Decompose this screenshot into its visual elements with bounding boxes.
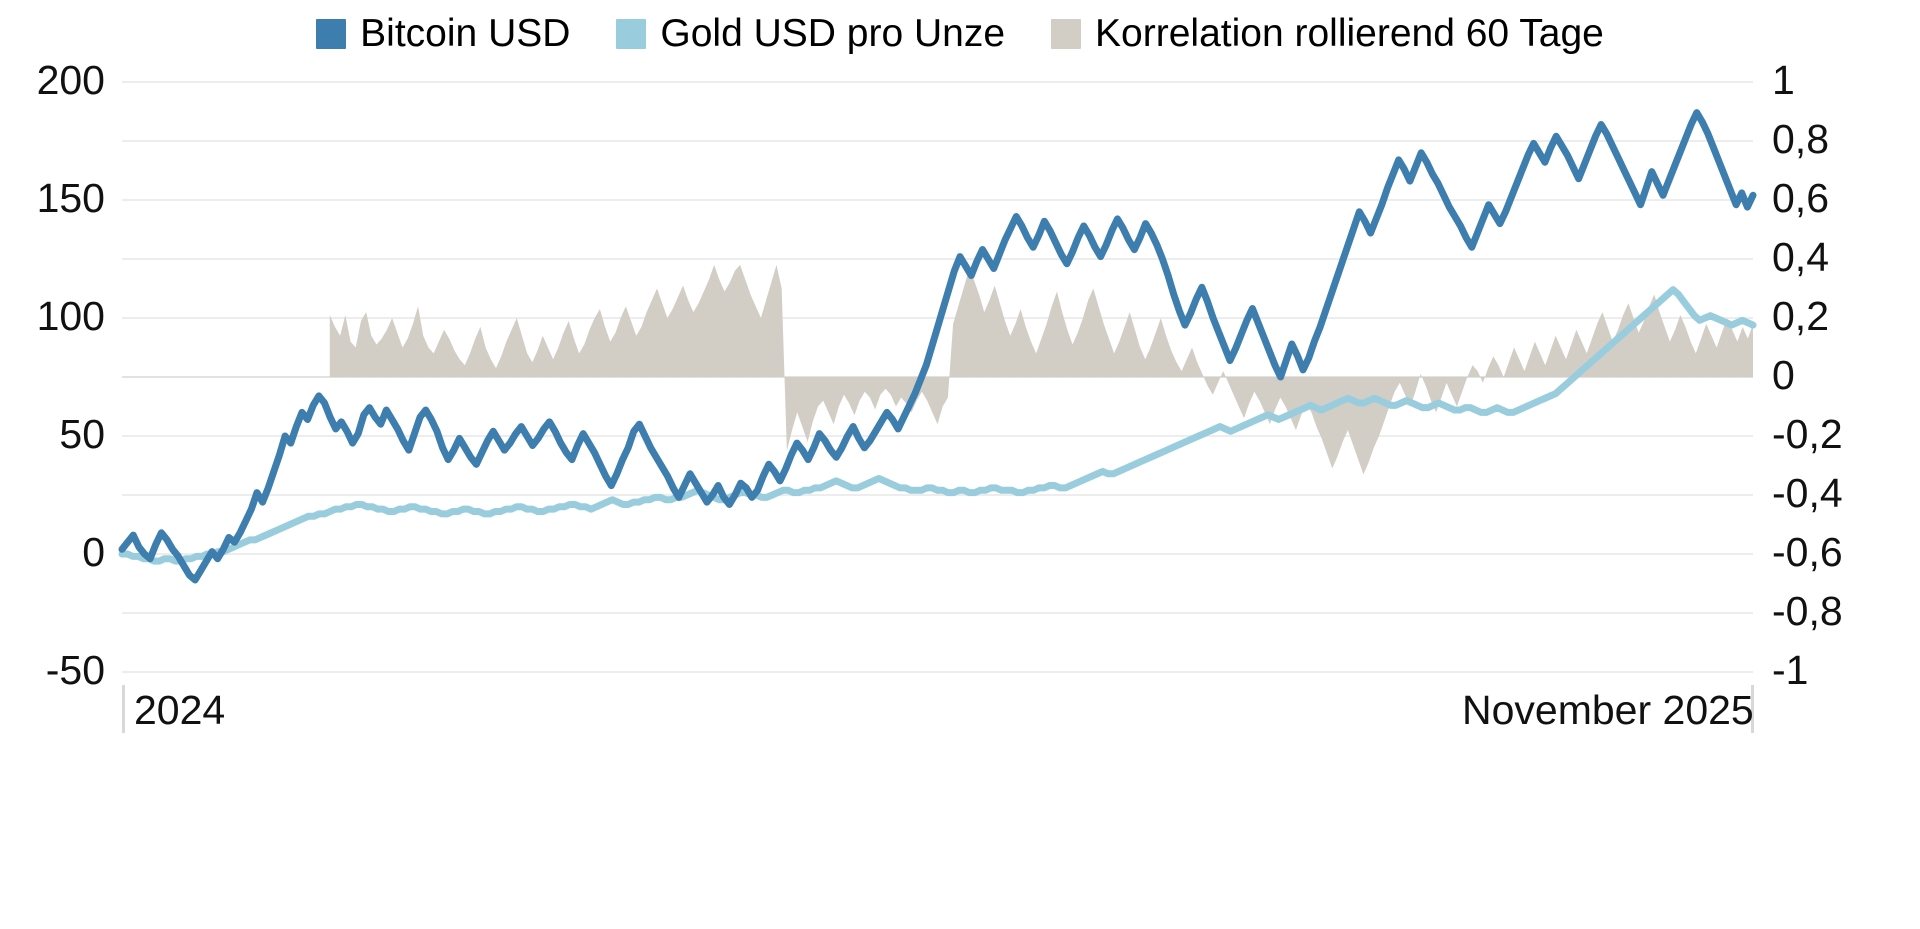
y-axis-right-tick: -0,4 <box>1772 470 1843 516</box>
x-axis-label-start: 2024 <box>134 687 226 733</box>
y-axis-right-tick: 0,4 <box>1772 234 1829 280</box>
y-axis-right-tick: -0,8 <box>1772 588 1843 634</box>
y-axis-left-tick: 150 <box>36 175 105 221</box>
series-line-gold <box>118 286 1757 565</box>
y-axis-left-tick: 0 <box>82 529 105 575</box>
legend-swatch-correlation <box>1051 18 1082 49</box>
x-axis-tick-end <box>1751 685 1754 733</box>
legend-label-gold: Gold USD pro Unze <box>660 12 1006 55</box>
x-axis-tick-start <box>122 685 125 733</box>
y-axis-left-tick: 100 <box>36 293 105 339</box>
y-axis-left-tick: 200 <box>36 57 105 103</box>
y-axis-left-tick: 50 <box>59 411 105 457</box>
series-line-bitcoin <box>118 109 1757 584</box>
y-axis-right-tick: 0 <box>1772 352 1795 398</box>
y-axis-left-tick: -50 <box>45 647 105 693</box>
y-axis-right-tick: -0,6 <box>1772 529 1843 575</box>
chart-legend: Bitcoin USD Gold USD pro Unze Korrelatio… <box>0 14 1920 53</box>
legend-label-correlation: Korrelation rollierend 60 Tage <box>1095 12 1604 55</box>
y-axis-right-tick: -0,2 <box>1772 411 1843 457</box>
legend-label-bitcoin: Bitcoin USD <box>360 12 571 55</box>
x-axis-label-end: November 2025 <box>1462 687 1754 733</box>
y-axis-right-tick: -1 <box>1772 647 1809 693</box>
legend-swatch-gold <box>616 18 647 49</box>
legend-swatch-bitcoin <box>316 18 347 49</box>
y-axis-right-tick: 0,2 <box>1772 293 1829 339</box>
legend-item-gold[interactable]: Gold USD pro Unze <box>616 14 1005 53</box>
legend-item-bitcoin[interactable]: Bitcoin USD <box>316 14 570 53</box>
y-axis-right-tick: 0,8 <box>1772 116 1829 162</box>
series-area-correlation <box>329 264 1753 475</box>
y-axis-right-tick: 1 <box>1772 57 1795 103</box>
legend-item-correlation[interactable]: Korrelation rollierend 60 Tage <box>1051 14 1604 53</box>
y-axis-right-tick: 0,6 <box>1772 175 1829 221</box>
